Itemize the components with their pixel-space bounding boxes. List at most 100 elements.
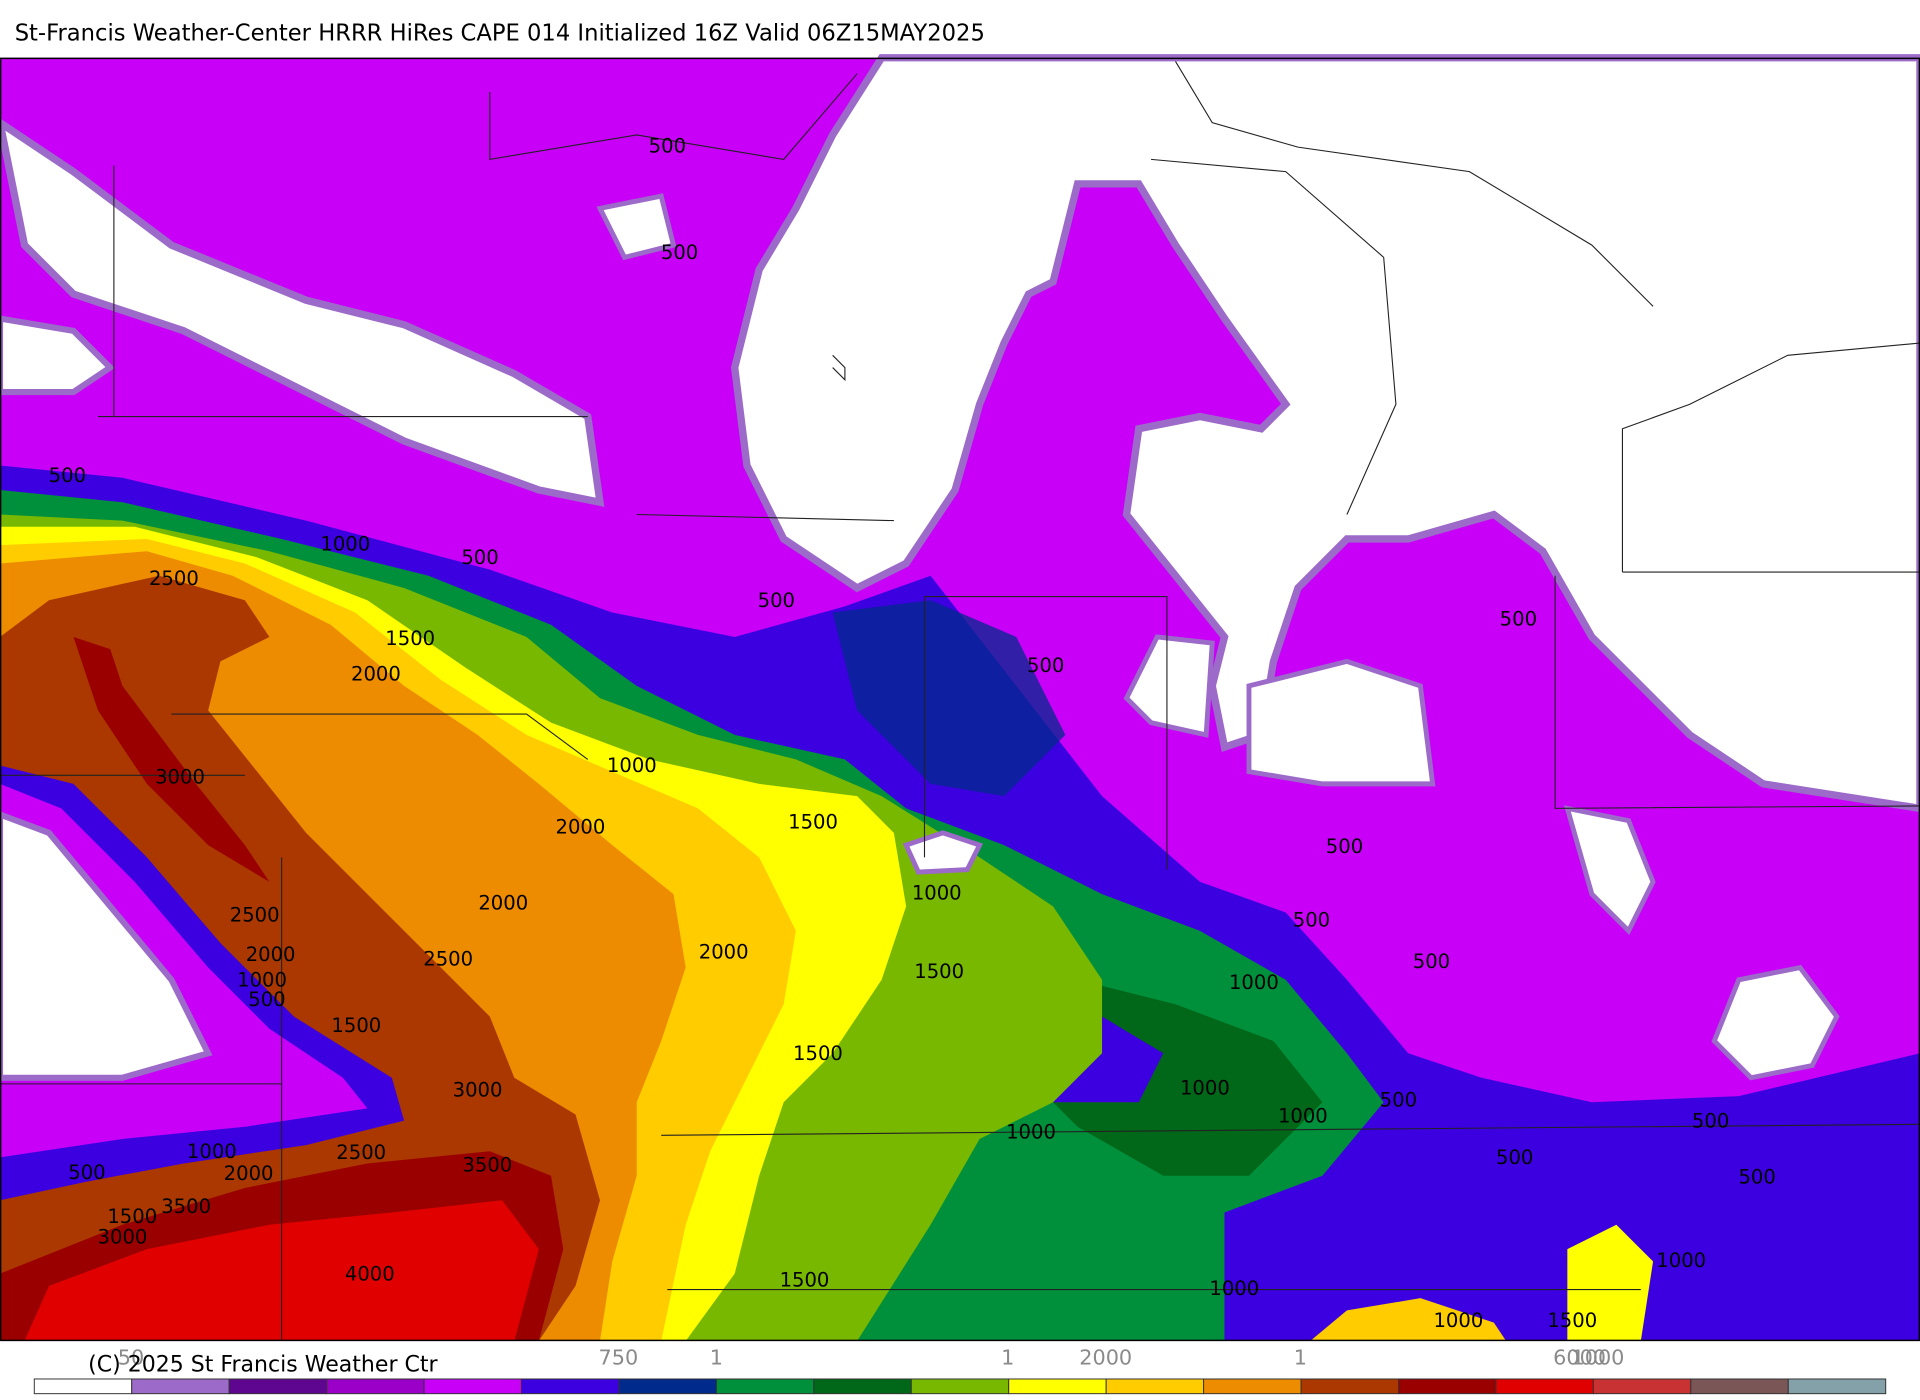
contour-label: 500 <box>649 135 686 158</box>
field-yellow-southeast <box>1567 1224 1654 1342</box>
contour-label: 3500 <box>161 1195 211 1218</box>
contour-label: 500 <box>1738 1166 1775 1189</box>
colorbar-label: 1000 <box>1571 1345 1624 1369</box>
colorbar-swatch <box>1203 1378 1302 1395</box>
contour-label: 2000 <box>478 891 528 914</box>
no-data-patch <box>1563 805 1656 935</box>
state-border <box>1621 342 1920 573</box>
state-border <box>832 354 846 382</box>
contour-label: 2000 <box>246 943 296 966</box>
colorbar-swatch <box>131 1378 230 1395</box>
colorbar-label: 1 <box>710 1345 723 1369</box>
contour-label: 1000 <box>912 882 962 905</box>
contour-label: 500 <box>661 241 698 264</box>
contour-label: 1000 <box>1278 1104 1328 1127</box>
contour-label: 4000 <box>345 1262 395 1285</box>
colorbar-swatch <box>813 1378 912 1395</box>
colorbar-label: 750 <box>599 1345 639 1369</box>
contour-label: 1500 <box>385 627 435 650</box>
contour-label: 1000 <box>1209 1277 1259 1300</box>
contour-label: 1000 <box>1006 1120 1056 1143</box>
state-border <box>171 713 589 760</box>
contour-label: 500 <box>1326 835 1363 858</box>
contour-label: 500 <box>1496 1146 1533 1169</box>
no-data-lake <box>1246 658 1436 787</box>
contour-label: 1000 <box>1180 1076 1230 1099</box>
title: St-Francis Weather-Center HRRR HiRes CAP… <box>15 21 985 47</box>
colorbar-swatch <box>1690 1378 1789 1395</box>
contour-label: 3000 <box>155 765 205 788</box>
map <box>0 54 1920 1342</box>
field-gold-southeast <box>1310 1298 1507 1342</box>
contour-label: 1500 <box>331 1014 381 1037</box>
no-data-northwest <box>0 118 605 507</box>
contour-label: 500 <box>248 988 285 1011</box>
colorbar-label: 2000 <box>1079 1345 1132 1369</box>
contour-label: 1000 <box>237 969 287 992</box>
contour-label: 2000 <box>224 1162 274 1185</box>
colorbar-swatch <box>423 1378 522 1395</box>
colorbar-swatch <box>910 1378 1010 1395</box>
state-border <box>636 513 894 522</box>
colorbar-swatch <box>228 1378 328 1395</box>
no-data-north <box>0 315 116 396</box>
contour-label: 500 <box>461 546 498 569</box>
colorbar-swatch <box>521 1378 620 1395</box>
state-border <box>1175 61 1654 307</box>
contour-label: 500 <box>1027 654 1064 677</box>
contour-label: 1000 <box>1229 971 1279 994</box>
colorbar-swatch <box>326 1378 425 1395</box>
state-border <box>924 595 1168 870</box>
field-dark-red <box>73 636 270 882</box>
colorbar-swatch <box>715 1378 815 1395</box>
contour-label: 1500 <box>107 1205 157 1228</box>
contour-label: 1500 <box>788 811 838 834</box>
colorbar-swatch <box>33 1378 133 1395</box>
contour-label: 500 <box>1380 1089 1417 1112</box>
no-data-left <box>0 811 213 1081</box>
contour-label: 2500 <box>423 948 473 971</box>
no-data-patch <box>1711 964 1840 1081</box>
contour-label: 1000 <box>1656 1249 1706 1272</box>
no-data-east <box>730 54 1920 813</box>
no-data-patch <box>596 193 677 261</box>
state-border <box>661 1123 1920 1136</box>
contour-label: 2000 <box>351 662 401 685</box>
colorbar-swatch <box>1398 1378 1497 1395</box>
contour-label: 500 <box>1293 909 1330 932</box>
state-border <box>1150 158 1397 515</box>
state-border <box>1554 575 1920 809</box>
contour-label: 3000 <box>98 1226 148 1249</box>
colorbar-swatch <box>618 1378 717 1395</box>
contour-label: 2500 <box>336 1141 386 1164</box>
colorbar-swatch <box>1592 1378 1692 1395</box>
field-navy <box>832 600 1066 797</box>
colorbar-swatch <box>1495 1378 1594 1395</box>
contour-label: 1000 <box>1433 1309 1483 1332</box>
contour-label: 3000 <box>453 1079 503 1102</box>
no-data-lake <box>1123 634 1215 738</box>
contour-label: 3500 <box>462 1153 512 1176</box>
contour-label: 1000 <box>187 1140 237 1163</box>
colorbar-swatch <box>1105 1378 1205 1395</box>
contour-label: 2500 <box>230 904 280 927</box>
contour-label: 1500 <box>780 1269 830 1292</box>
colorbar-label: 50 <box>118 1345 144 1369</box>
contour-label: 500 <box>758 589 795 612</box>
colorbar-label: 1 <box>1294 1345 1307 1369</box>
contour-label: 1500 <box>793 1042 843 1065</box>
colorbar-swatch <box>1008 1378 1107 1395</box>
contour-label: 500 <box>1692 1109 1729 1132</box>
contour-label: 500 <box>49 464 86 487</box>
contour-label: 1500 <box>1547 1309 1597 1332</box>
colorbar-label: 1 <box>1001 1345 1014 1369</box>
contour-label: 1500 <box>914 960 964 983</box>
state-border <box>489 73 858 161</box>
copyright: (C) 2025 St Francis Weather Ctr <box>88 1353 438 1378</box>
colorbar-swatch <box>1300 1378 1399 1395</box>
contour-label: 1000 <box>320 533 370 556</box>
map-frame <box>0 57 1920 1342</box>
contour-label: 2000 <box>555 815 605 838</box>
